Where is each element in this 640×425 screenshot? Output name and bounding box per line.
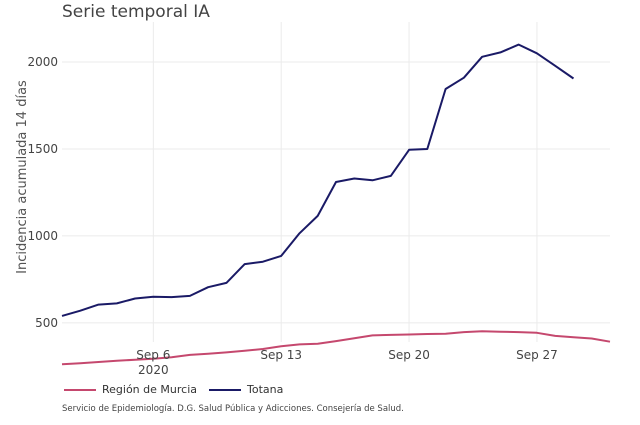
y-tick-labels: 500 1000 1500 2000 — [27, 55, 58, 330]
legend-label-totana: Totana — [247, 383, 284, 396]
legend: Región de Murcia Totana — [64, 383, 295, 396]
series-layer — [61, 43, 611, 366]
y-tick-label: 2000 — [27, 55, 58, 69]
source-caption: Servicio de Epidemiología. D.G. Salud Pú… — [62, 404, 404, 414]
x-tick-label: Sep 20 — [388, 348, 430, 362]
y-tick-label: 1000 — [27, 229, 58, 243]
series-line-totana[interactable] — [61, 43, 575, 317]
legend-swatch-totana — [209, 388, 241, 391]
y-tick-label: 500 — [35, 316, 58, 330]
legend-label-region-murcia: Región de Murcia — [102, 383, 197, 396]
x-tick-sublabel: 2020 — [138, 363, 169, 377]
y-tick-label: 1500 — [27, 142, 58, 156]
y-axis-label: Incidencia acumulada 14 días — [15, 80, 30, 274]
x-tick-label: Sep 6 — [136, 348, 170, 362]
x-tick-label: Sep 13 — [260, 348, 302, 362]
grid-layer — [62, 22, 610, 342]
chart-title: Serie temporal IA — [62, 2, 210, 22]
legend-item-totana[interactable]: Totana — [209, 383, 283, 396]
series-line-regi-n-de-murcia[interactable] — [61, 330, 611, 366]
legend-item-region-murcia[interactable]: Región de Murcia — [64, 383, 197, 396]
legend-swatch-region-murcia — [64, 388, 96, 391]
x-tick-label: Sep 27 — [516, 348, 558, 362]
